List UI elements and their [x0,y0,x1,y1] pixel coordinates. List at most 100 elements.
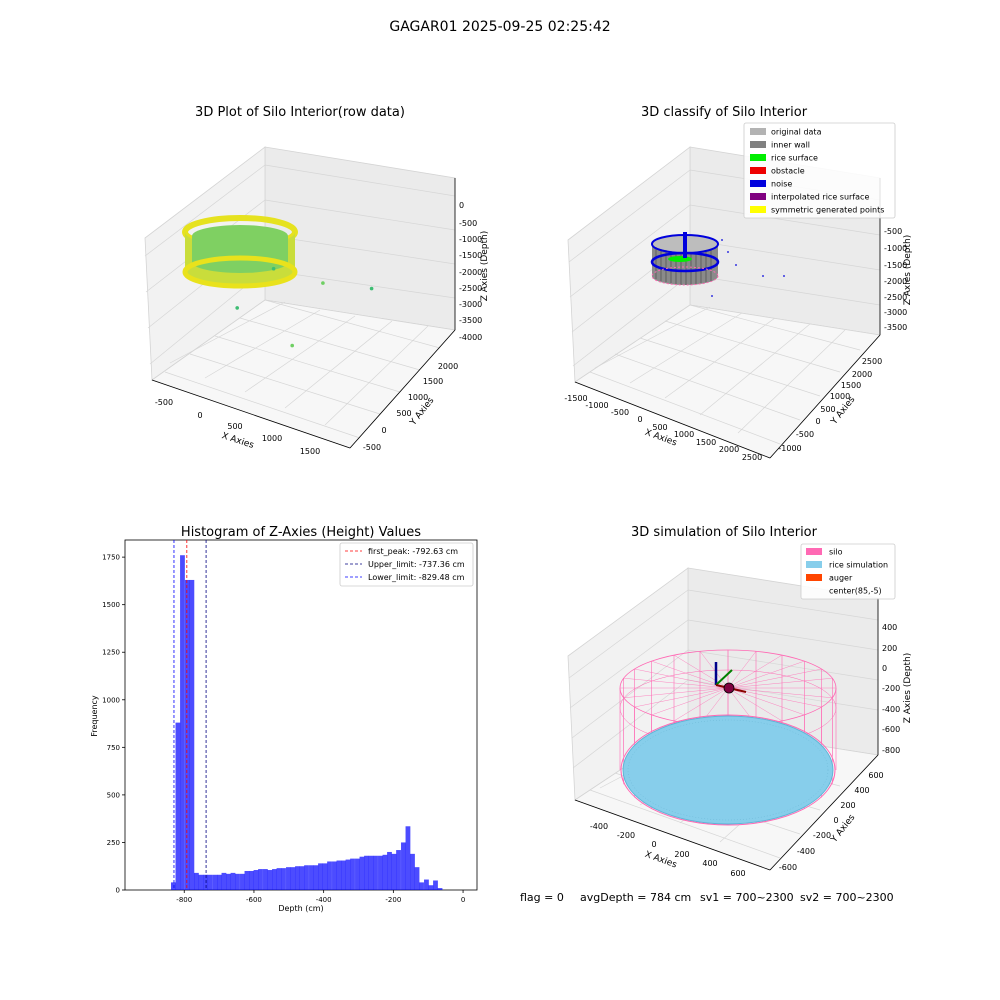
simulation-legend-label: rice simulation [829,561,888,570]
silo-wire-spoke [727,654,783,689]
simulation-z-tick: 0 [882,664,887,673]
classify-z-label: Z Axies (Depth) [903,235,913,306]
simulation-legend-swatch [806,561,822,568]
histogram-y-tick-label: 0 [116,887,120,895]
simulation-z-label: Z Axies (Depth) [903,653,913,724]
histogram-bar [364,855,369,890]
histogram-bar [332,861,337,890]
classify-legend: original data inner wall rice surface obsta… [743,122,896,219]
raw-outlier-points [235,266,374,348]
classify-plot: 3D classify of Silo Interior [564,105,913,462]
raw-y-tick: -500 [363,443,381,452]
raw-outlier-point [235,306,239,310]
classify-legend-swatch [750,206,766,213]
classify-x-tick: 2500 [742,453,762,462]
simulation-plot: 3D simulation of Silo Interior [567,525,913,878]
raw-plot-panes [144,146,456,449]
histogram-bar [230,872,236,890]
simulation-legend-label: auger [829,574,853,583]
histogram-bar [391,853,397,890]
histogram-x-label: Depth (cm) [278,904,323,913]
histogram-bar [286,867,291,890]
classify-obstacle-column [683,232,687,258]
histogram-bar [341,860,346,890]
classify-y-tick: 1000 [830,392,850,401]
silo-wire-spoke [727,687,833,698]
histogram-bar [272,869,277,890]
silo-wire-spoke [623,678,729,689]
raw-z-tick: -1500 [459,251,482,260]
classify-legend-box [743,122,896,219]
histogram-bar [249,870,254,890]
classify-x-tick: 500 [652,423,667,432]
classify-z-tick: -1500 [884,261,907,270]
footer-flag: flag = 0 [520,891,564,904]
raw-z-tick: -2000 [459,268,482,277]
classify-y-tick: 500 [820,405,835,414]
raw-z-tick: -4000 [459,333,482,342]
classify-legend-swatch [750,128,766,135]
status-footer: flag = 0 avgDepth = 784 cm sv1 = 700~230… [520,891,894,904]
silo-wire-spoke [727,687,805,716]
classify-plot-points [650,232,785,297]
histogram-bar [428,885,434,890]
histogram-bar [281,868,286,891]
silo-wire-spoke [634,687,729,708]
histogram-bar [322,863,328,890]
simulation-x-tick: 600 [730,869,745,878]
classify-legend-label: original data [771,128,822,137]
histogram-bar [387,851,392,890]
histogram-bar [240,873,245,890]
classify-x-tick: 1000 [674,430,694,439]
histogram-x-ticks: -800 -600 -400 -200 0 [176,890,465,904]
simulation-legend-box [800,543,896,600]
simulation-x-tick: -400 [590,822,608,831]
raw-y-tick: 2000 [438,362,458,371]
raw-outlier-point [369,286,374,291]
raw-z-axis: 0 -500 -1000 -1500 -2000 -2500 -3000 -35… [454,178,490,342]
simulation-y-tick: 0 [833,816,838,825]
classify-wall-bottom [651,266,719,286]
classify-legend-swatch [750,141,766,148]
histogram-bar [327,861,332,890]
raw-z-tick: -2500 [459,284,482,293]
histogram-y-tick-label: 500 [107,791,120,799]
histogram-y-tick-label: 750 [107,744,120,752]
classify-z-tick: -2500 [884,293,907,302]
histogram-bar [267,870,273,890]
classify-x-tick: -500 [611,408,629,417]
classify-z-tick: -2000 [884,277,907,286]
histogram-bar [244,870,250,890]
raw-plot: 3D Plot of Silo Interior(row data) [144,105,490,456]
simulation-x-label: X Axies [643,850,678,871]
histogram-bar [424,879,429,890]
histogram-bar [309,865,314,890]
figure-suptitle: GAGAR01 2025-09-25 02:25:42 [389,19,610,35]
histogram-bar [396,850,401,890]
histogram-bar [212,874,218,890]
raw-x-tick: 500 [227,422,242,431]
histogram-bar [189,579,195,890]
histogram-bar [350,858,355,890]
histogram-x-tick-label: -200 [385,896,401,904]
histogram-bar [175,722,181,890]
histogram-bar [373,855,378,890]
raw-plot-title: 3D Plot of Silo Interior(row data) [195,105,405,120]
histogram-x-tick-label: -600 [246,896,262,904]
raw-x-tick: 1000 [262,434,282,443]
classify-rice-surface [668,256,692,262]
histogram-bar [359,856,365,890]
histogram-bar [221,872,227,890]
silo-bottom-ellipse [620,714,836,826]
simulation-x-tick: 0 [651,840,656,849]
raw-y-tick: 1000 [408,393,428,402]
classify-legend-label: rice surface [771,154,818,163]
histogram-bar [304,865,309,890]
histogram-bar [378,855,383,890]
histogram-y-tick-label: 1250 [102,649,120,657]
classify-y-tick: 2000 [852,370,872,379]
simulation-y-tick: 600 [868,771,883,780]
classify-legend-swatch [750,180,766,187]
histogram-title: Histogram of Z-Axies (Height) Values [181,525,421,540]
